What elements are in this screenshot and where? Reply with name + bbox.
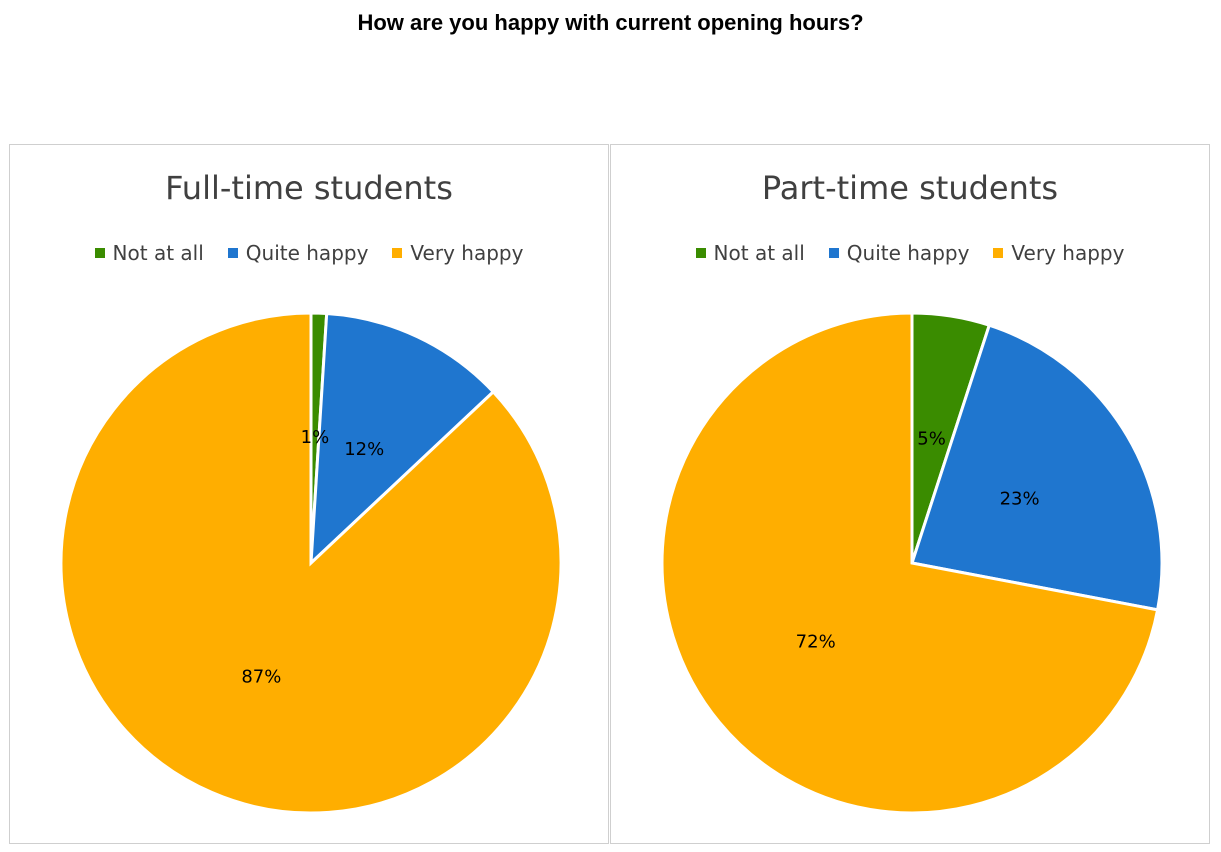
legend-swatch-not-at-all: [94, 248, 105, 258]
legend-item-quite-happy: Quite happy: [828, 241, 970, 265]
legend-item-not-at-all: Not at all: [94, 241, 204, 265]
chart-title: Full-time students: [165, 169, 453, 207]
legend-item-very-happy: Very happy: [993, 241, 1124, 265]
data-label-not-at-all: 1%: [301, 427, 330, 448]
chart-panel-part-time: Part-time students Not at all Quite happ…: [610, 144, 1210, 844]
data-label-very-happy: 72%: [796, 632, 836, 653]
data-label-quite-happy: 12%: [344, 439, 384, 460]
legend-swatch-very-happy: [392, 248, 403, 258]
chart-legend: Not at all Quite happy Very happy: [611, 241, 1209, 265]
legend-swatch-quite-happy: [828, 248, 839, 258]
legend-item-very-happy: Very happy: [392, 241, 523, 265]
chart-panel-full-time: Full-time students Not at all Quite happ…: [9, 144, 609, 844]
legend-item-quite-happy: Quite happy: [227, 241, 369, 265]
data-label-very-happy: 87%: [241, 667, 281, 688]
pie-slice-very-happy: [59, 311, 563, 815]
legend-swatch-quite-happy: [227, 248, 238, 258]
legend-swatch-very-happy: [993, 248, 1004, 258]
pie-chart-part-time: 5% 23% 72%: [660, 311, 1164, 815]
page-title: How are you happy with current opening h…: [357, 10, 864, 35]
legend-swatch-not-at-all: [695, 248, 706, 258]
legend-label: Quite happy: [846, 241, 970, 265]
legend-label: Not at all: [112, 241, 204, 265]
pie-chart-full-time: 1% 12% 87%: [59, 311, 563, 815]
pie-slice-very-happy: [660, 311, 1160, 815]
legend-label: Not at all: [713, 241, 805, 265]
data-label-not-at-all: 5%: [917, 429, 946, 450]
legend-label: Quite happy: [245, 241, 369, 265]
pie-slice-quite-happy: [910, 323, 1164, 612]
chart-title: Part-time students: [761, 169, 1059, 207]
legend-label: Very happy: [410, 241, 524, 265]
legend-item-not-at-all: Not at all: [695, 241, 805, 265]
pie-slice-quite-happy: [309, 311, 496, 567]
chart-legend: Not at all Quite happy Very happy: [10, 241, 608, 265]
legend-label: Very happy: [1011, 241, 1125, 265]
data-label-quite-happy: 23%: [1000, 488, 1040, 509]
